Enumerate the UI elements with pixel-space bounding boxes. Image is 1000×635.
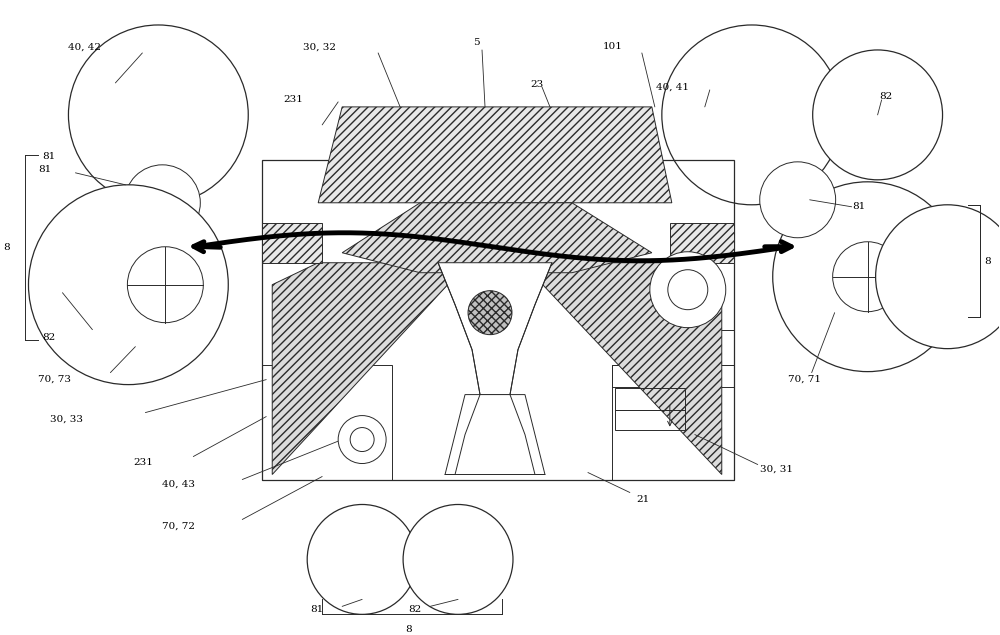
- Text: 81: 81: [42, 152, 56, 161]
- Circle shape: [773, 182, 963, 371]
- Bar: [262, 364, 392, 479]
- Text: 23: 23: [530, 81, 543, 90]
- Circle shape: [833, 242, 903, 312]
- Text: 70, 73: 70, 73: [38, 375, 71, 384]
- Circle shape: [668, 270, 708, 310]
- Text: 81: 81: [310, 605, 323, 614]
- Text: 8: 8: [985, 257, 991, 266]
- Circle shape: [28, 185, 228, 385]
- Bar: [262, 160, 734, 479]
- Text: 82: 82: [42, 333, 56, 342]
- Circle shape: [338, 415, 386, 464]
- Text: 70, 72: 70, 72: [162, 522, 195, 531]
- Polygon shape: [262, 223, 322, 263]
- Text: 40, 41: 40, 41: [656, 83, 689, 91]
- Text: 21: 21: [636, 495, 649, 504]
- Bar: [615, 387, 685, 410]
- Polygon shape: [670, 223, 734, 263]
- Text: 30, 32: 30, 32: [303, 43, 336, 51]
- Polygon shape: [438, 263, 552, 394]
- Circle shape: [124, 165, 200, 241]
- Polygon shape: [342, 203, 652, 272]
- Polygon shape: [318, 107, 672, 203]
- Circle shape: [876, 205, 1000, 349]
- Circle shape: [760, 162, 836, 237]
- Text: 231: 231: [283, 95, 303, 104]
- Circle shape: [403, 504, 513, 615]
- Text: 101: 101: [603, 43, 623, 51]
- Text: 70, 71: 70, 71: [788, 375, 821, 384]
- Circle shape: [68, 25, 248, 205]
- Circle shape: [662, 25, 842, 205]
- Bar: [612, 364, 734, 479]
- Text: 81: 81: [38, 165, 52, 175]
- Text: 30, 33: 30, 33: [50, 415, 83, 424]
- Circle shape: [307, 504, 417, 615]
- Text: 81: 81: [853, 203, 866, 211]
- Text: 82: 82: [880, 93, 893, 102]
- Circle shape: [350, 427, 374, 451]
- Text: 8: 8: [405, 625, 411, 634]
- Text: 82: 82: [408, 605, 421, 614]
- Polygon shape: [445, 394, 545, 474]
- Text: 30, 31: 30, 31: [760, 465, 793, 474]
- Text: 40, 42: 40, 42: [68, 43, 101, 51]
- Bar: [642, 330, 734, 364]
- Circle shape: [650, 251, 726, 328]
- Bar: [615, 410, 685, 429]
- Text: 231: 231: [133, 458, 153, 467]
- Circle shape: [127, 247, 203, 323]
- Bar: [612, 364, 734, 387]
- Circle shape: [468, 291, 512, 335]
- Text: 5: 5: [473, 39, 480, 48]
- Text: 8: 8: [4, 243, 10, 252]
- Text: 40, 43: 40, 43: [162, 480, 195, 489]
- Polygon shape: [272, 263, 468, 474]
- Circle shape: [813, 50, 943, 180]
- Polygon shape: [522, 263, 722, 474]
